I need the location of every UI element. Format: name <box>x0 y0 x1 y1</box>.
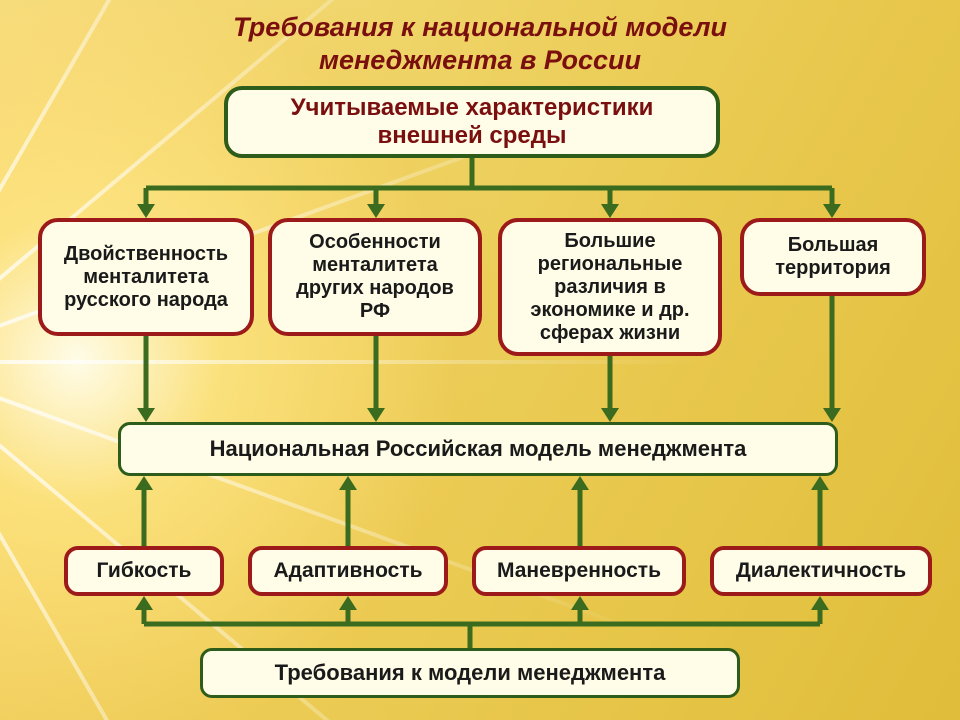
page-title-line1: Требования к национальной модели <box>0 12 960 43</box>
page-title-line2: менеджмента в России <box>0 45 960 76</box>
node-duality-mentality: Двойственность менталитета русского наро… <box>38 218 254 336</box>
node-adaptivity: Адаптивность <box>248 546 448 596</box>
node-maneuverability: Маневренность <box>472 546 686 596</box>
node-other-peoples: Особенности менталитета других народов Р… <box>268 218 482 336</box>
node-requirements: Требования к модели менеджмента <box>200 648 740 698</box>
node-regional-diff: Большие региональные различия в экономик… <box>498 218 722 356</box>
node-top-characteristics: Учитываемые характеристики внешней среды <box>224 86 720 158</box>
node-flexibility: Гибкость <box>64 546 224 596</box>
node-national-model: Национальная Российская модель менеджмен… <box>118 422 838 476</box>
node-dialectic: Диалектичность <box>710 546 932 596</box>
ray <box>0 360 700 364</box>
diagram-stage: Требования к национальной модели менеджм… <box>0 0 960 720</box>
node-large-territory: Большая территория <box>740 218 926 296</box>
